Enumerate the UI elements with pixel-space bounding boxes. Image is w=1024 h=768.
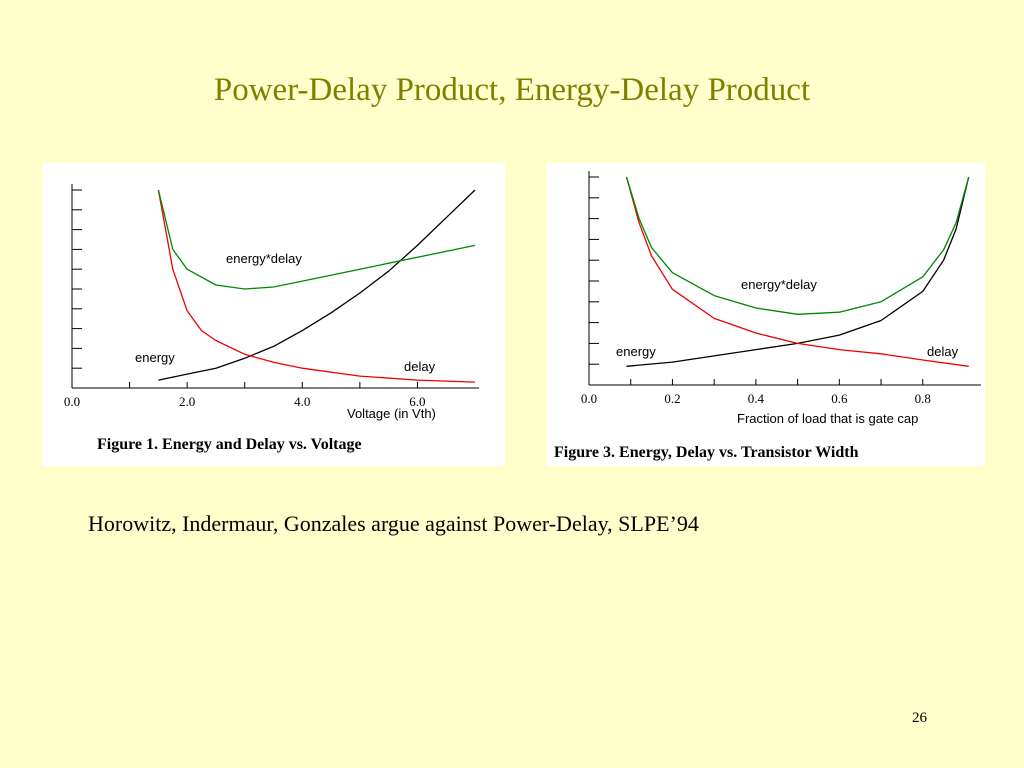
annotation-energy-delay: energy*delay [226,251,302,266]
series-line-energy [158,189,476,381]
slide-title: Power-Delay Product, Energy-Delay Produc… [213,72,811,108]
series-line-delay [157,189,476,383]
annotation-energy: energy [616,344,656,359]
slide-number: 26 [912,710,927,726]
figure-1-energy-delay-vs-voltage: 0.0 2.0 4.0 6.0 energy*delay energy delay Volta… [43,163,505,466]
chart-3-svg: 0.0 0.2 0.4 0.6 0.8 energy*delay energy delay Fr… [554,171,981,461]
x-tick-label: 4.0 [294,394,310,409]
x-tick-label: 0.0 [64,394,80,409]
x-tick-label: 6.0 [409,394,425,409]
annotation-energy-delay: energy*delay [741,277,817,292]
figure-caption: Figure 1. Energy and Delay vs. Voltage [97,436,362,453]
x-tick-label: 0.4 [748,391,765,406]
x-tick-label: 0.2 [664,391,680,406]
x-axis-label: Fraction of load that is gate cap [737,411,918,426]
x-tick-label: 0.0 [581,391,597,406]
annotation-energy: energy [135,350,175,365]
x-tick-label: 2.0 [179,394,195,409]
x-tick-label: 0.8 [915,391,931,406]
series-line-energy-delay [625,176,970,315]
x-axis-label: Voltage (in Vth) [347,406,436,421]
series-line-energy [626,176,970,367]
figure-3-energy-delay-vs-width: 0.0 0.2 0.4 0.6 0.8 energy*delay energy delay Fr… [547,163,985,466]
annotation-delay: delay [927,344,959,359]
annotation-delay: delay [404,359,436,374]
x-tick-label: 0.6 [831,391,848,406]
series-line-energy-delay [157,189,476,290]
series-line-delay [625,176,969,367]
figure-caption: Figure 3. Energy, Delay vs. Transistor W… [554,444,859,461]
chart-1-svg: 0.0 2.0 4.0 6.0 energy*delay energy delay Volta… [64,184,479,453]
citation-text: Horowitz, Indermaur, Gonzales argue agai… [88,511,699,536]
